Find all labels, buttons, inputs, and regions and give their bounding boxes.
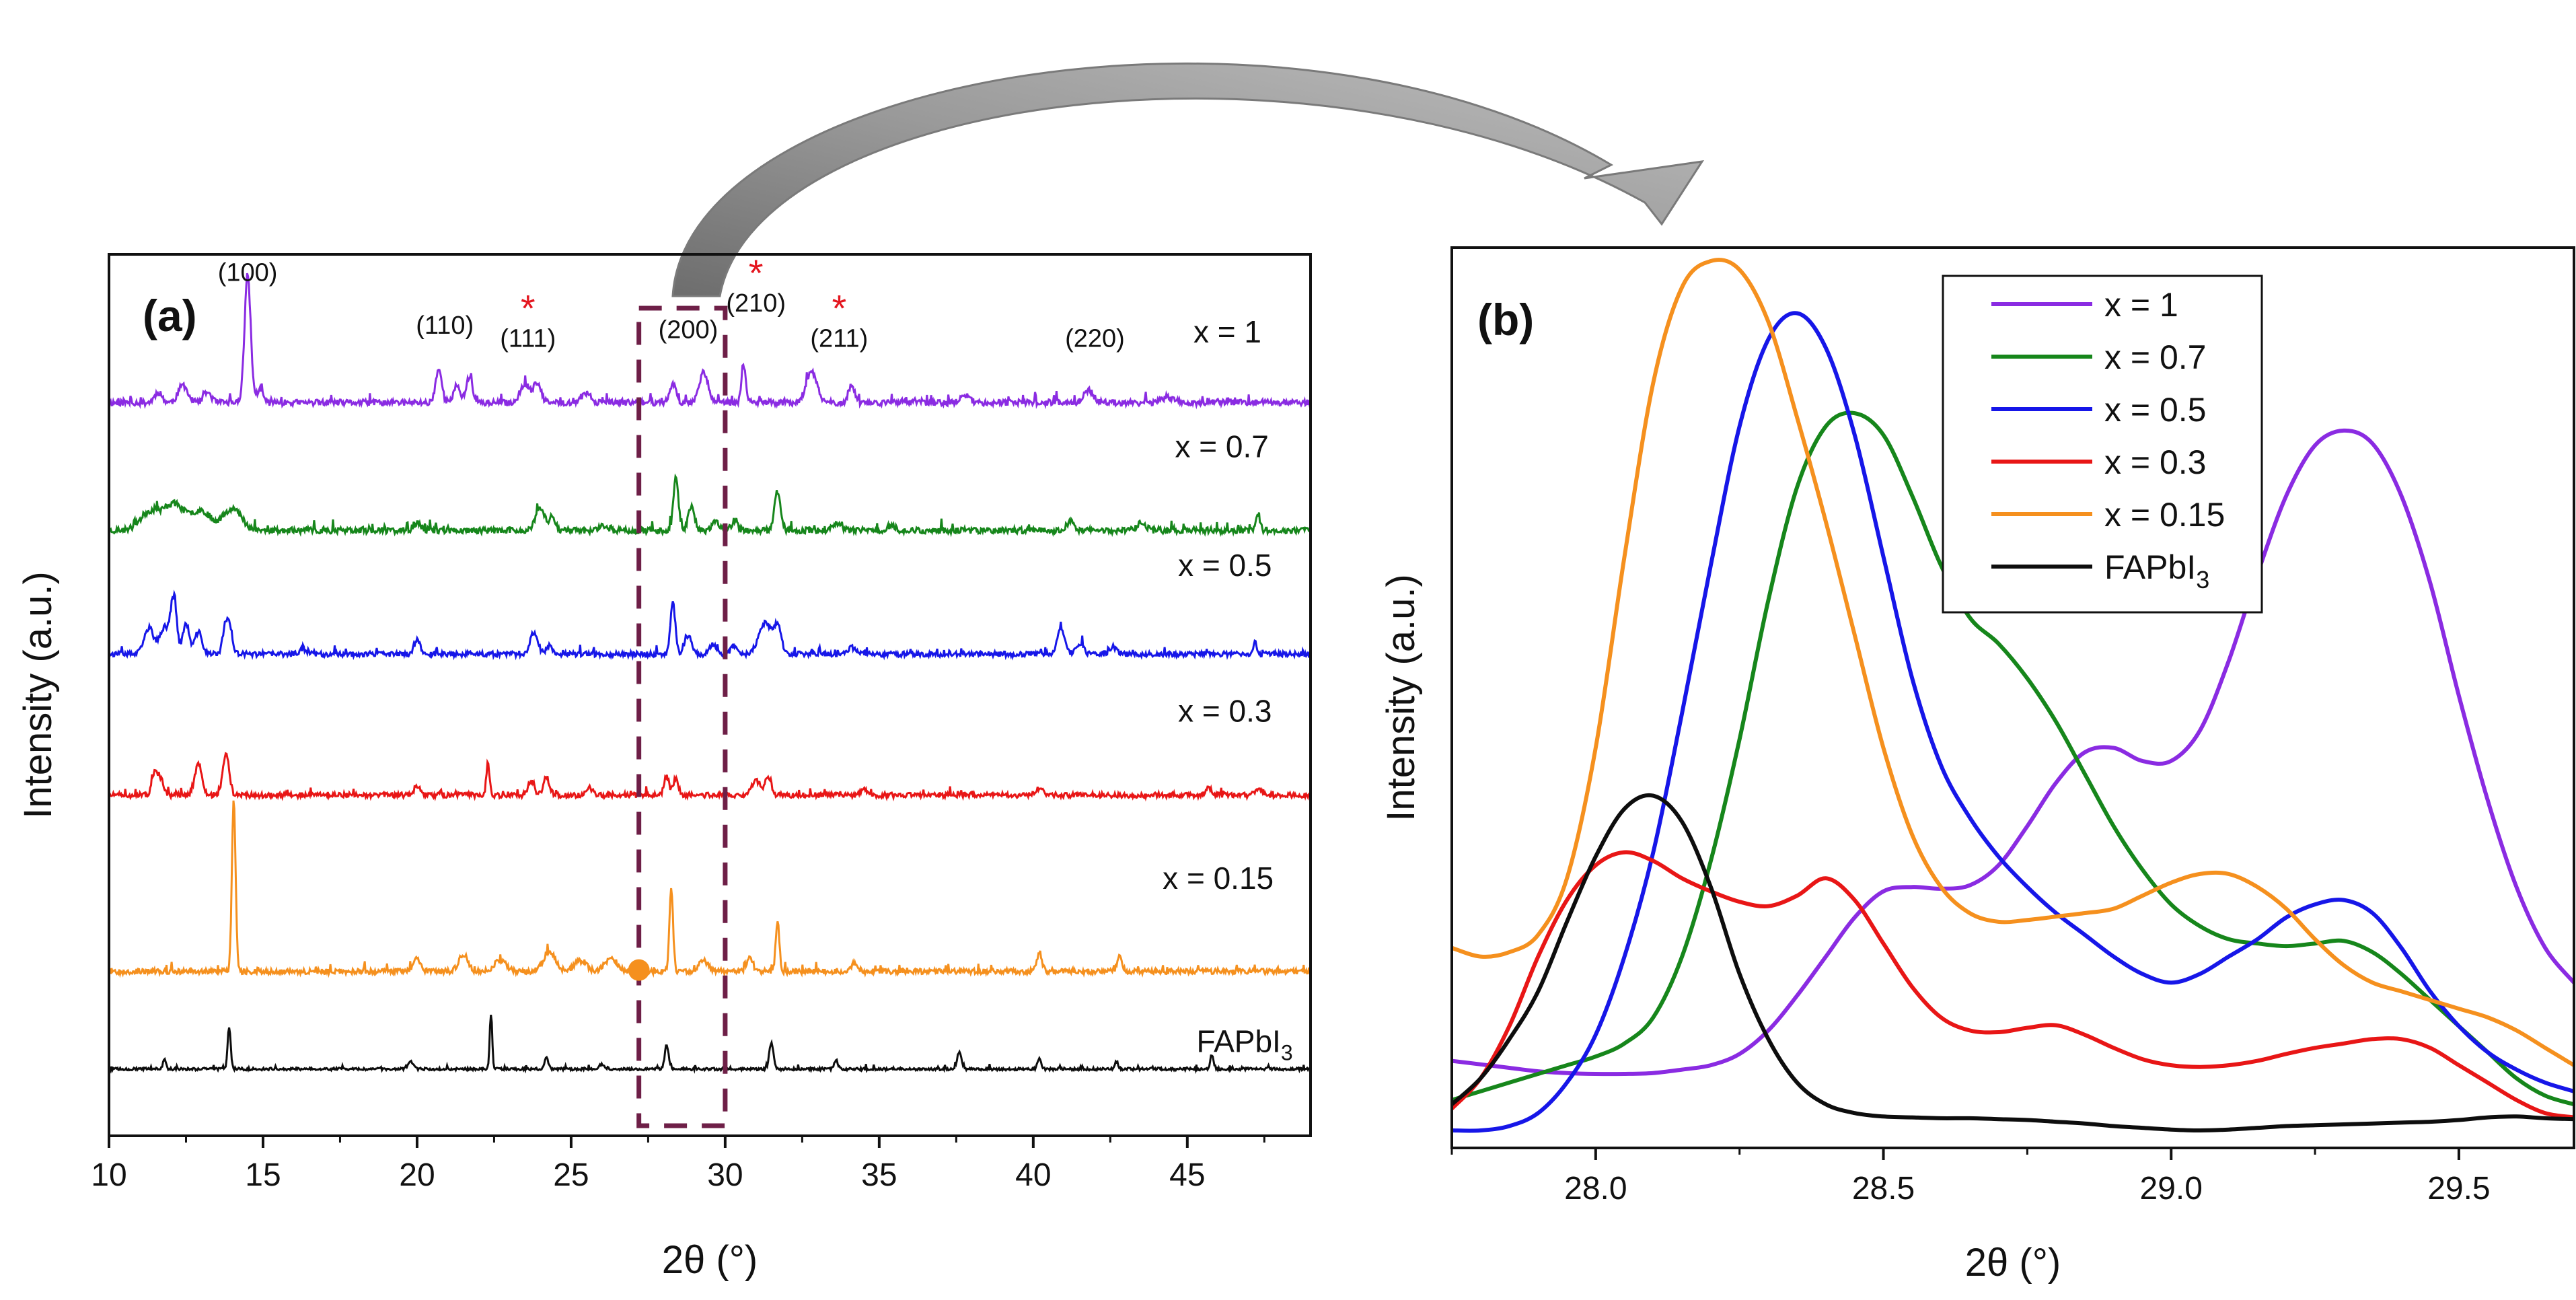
panel-a-series-labels: x = 1 x = 0.7 x = 0.5 x = 0.3 x = 0.15 FAPbI3 [1163,314,1292,1065]
series-label-text: x = 1 [1193,314,1261,349]
panel-b: 28.0 28.5 29.0 29.5 x = 1x = 0.7x = 0.5x = … [1379,246,2575,1285]
panel-a-x-ticks: 10 15 20 25 30 35 40 45 [91,1136,1265,1193]
peak-label: (200) [659,316,719,344]
panel-a-label: (a) [143,291,197,340]
x-tick-label: 28.0 [1564,1171,1627,1206]
panel-a-frame [108,253,1312,1137]
legend-label: x = 1 [2104,286,2178,324]
x-tick-label: 15 [245,1157,281,1193]
x-tick-label: 45 [1169,1157,1205,1193]
series-label-text: x = 0.3 [1178,693,1272,728]
panel-a-trace-1 [109,473,1311,538]
panel-a-trace-2 [109,589,1311,661]
x-tick-label: 20 [399,1157,435,1193]
panel-a-trace-5 [109,1015,1311,1075]
series-label: x = 0.3 [1178,693,1272,728]
panel-a-trace-3 [109,752,1311,802]
panel-b-label: (b) [1477,295,1534,345]
connector-arrow [671,62,1705,297]
panel-b-trace-0 [1452,428,2574,1077]
panel-a: (100)(110) (111)*(200)(210)*(211)*(220) x… [16,252,1312,1282]
panel-b-trace-3 [1452,850,2574,1120]
x-tick-label: 35 [861,1157,897,1193]
panel-b-frame [1450,246,2575,1149]
series-label: FAPbI3 [1197,1024,1293,1065]
peak-label: (111) [500,325,556,353]
legend-label-text: x = 0.5 [2104,391,2207,429]
legend-label-subscript: 3 [2196,566,2209,593]
peak-label: (110) [416,312,474,340]
legend-box [1942,275,2263,614]
panel-a-orange-marker [628,959,650,981]
legend-label: x = 0.7 [2104,338,2207,376]
x-tick-label: 30 [707,1157,743,1193]
peak-star-marker: * [521,287,536,330]
panel-b-trace-4 [1452,258,2574,1067]
panel-b-trace-5 [1452,793,2574,1132]
legend-label: FAPbI3 [2104,548,2209,593]
x-tick-label: 28.5 [1852,1171,1915,1206]
legend-label-text: FAPbI [2104,548,2196,586]
x-tick-label: 29.0 [2140,1171,2203,1206]
panel-b-traces [1452,258,2574,1133]
panel-a-ylabel: Intensity (a.u.) [16,571,60,818]
series-label-text: x = 0.5 [1178,548,1272,583]
panel-b-xlabel: 2θ (°) [1965,1241,2061,1285]
peak-label: (210) [726,289,786,318]
panel-b-trace-1 [1452,410,2574,1107]
peak-label: (211) [810,325,868,353]
peak-label: (220) [1065,325,1125,353]
panel-a-trace-0 [109,273,1311,410]
series-label-text: x = 0.15 [1163,861,1274,896]
panel-a-trace-4 [109,800,1311,978]
series-label-text: FAPbI [1197,1024,1281,1059]
x-tick-label: 25 [553,1157,589,1193]
panel-a-traces [109,273,1311,1075]
panel-a-dashed-region [636,305,728,1128]
panel-a-peak-labels: (100)(110) (111)*(200)(210)*(211)*(220) [218,252,1125,353]
peak-star-marker: * [832,287,846,330]
legend-label: x = 0.15 [2104,496,2225,534]
legend-label-text: x = 0.15 [2104,496,2225,534]
peak-label: (100) [218,258,278,287]
panel-b-legend: x = 1 x = 0.7 x = 0.5 x = 0.3 x = 0.15 FAPbI3 [1942,275,2263,614]
series-label: x = 0.5 [1178,548,1272,583]
x-tick-label: 10 [91,1157,126,1193]
legend-label-text: x = 1 [2104,286,2178,324]
series-label: x = 0.15 [1163,861,1274,896]
panel-a-xlabel: 2θ (°) [662,1238,758,1282]
series-label: x = 0.7 [1175,429,1269,464]
series-label-text: x = 0.7 [1175,429,1269,464]
legend-label: x = 0.3 [2104,443,2207,481]
panel-b-trace-2 [1452,311,2574,1133]
series-label-subscript: 3 [1281,1041,1293,1065]
legend-label-text: x = 0.3 [2104,443,2207,481]
legend-label: x = 0.5 [2104,391,2207,429]
series-label: x = 1 [1193,314,1261,349]
x-tick-label: 40 [1015,1157,1051,1193]
panel-b-ylabel: Intensity (a.u.) [1379,574,1423,821]
panel-b-x-ticks: 28.0 28.5 29.0 29.5 [1450,1148,2491,1206]
x-tick-label: 29.5 [2427,1171,2490,1206]
peak-star-marker: * [749,252,764,294]
legend-label-text: x = 0.7 [2104,338,2207,376]
